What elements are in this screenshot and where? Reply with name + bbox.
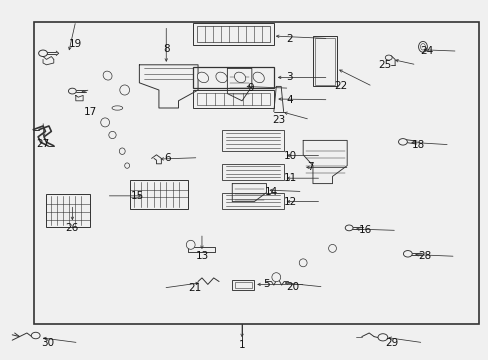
Text: 19: 19 <box>69 39 82 49</box>
Bar <box>222 164 283 180</box>
Bar <box>129 180 188 209</box>
Text: 23: 23 <box>271 114 285 125</box>
Text: 8: 8 <box>163 44 169 54</box>
Ellipse shape <box>271 273 280 282</box>
Bar <box>197 26 269 42</box>
Ellipse shape <box>234 72 245 83</box>
Bar <box>193 90 273 108</box>
Bar <box>34 22 478 324</box>
Circle shape <box>39 50 47 57</box>
Text: 20: 20 <box>285 282 298 292</box>
Text: 4: 4 <box>285 95 292 105</box>
Text: 29: 29 <box>385 338 398 348</box>
Bar <box>232 280 254 290</box>
Ellipse shape <box>103 71 112 80</box>
Bar <box>315 38 334 85</box>
Ellipse shape <box>112 106 122 110</box>
Text: 26: 26 <box>65 222 79 233</box>
Text: 10: 10 <box>283 150 296 161</box>
Bar <box>312 36 337 86</box>
Circle shape <box>385 55 391 60</box>
Circle shape <box>403 251 411 257</box>
Circle shape <box>345 225 352 231</box>
Text: 24: 24 <box>419 46 432 56</box>
Bar <box>46 194 90 227</box>
Ellipse shape <box>108 131 116 139</box>
Text: 13: 13 <box>195 251 208 261</box>
Text: 18: 18 <box>411 140 425 150</box>
Text: 9: 9 <box>246 83 253 93</box>
Text: 12: 12 <box>283 197 296 207</box>
Ellipse shape <box>299 259 306 267</box>
Text: 25: 25 <box>378 60 391 70</box>
Text: 22: 22 <box>334 81 347 91</box>
Ellipse shape <box>119 148 125 154</box>
Text: 5: 5 <box>263 279 269 289</box>
Text: 27: 27 <box>36 139 50 149</box>
Text: 3: 3 <box>285 72 292 82</box>
Text: 11: 11 <box>283 173 296 183</box>
Circle shape <box>31 332 40 339</box>
Ellipse shape <box>418 41 427 52</box>
Text: 14: 14 <box>264 186 278 197</box>
Circle shape <box>68 88 76 94</box>
Ellipse shape <box>252 72 264 83</box>
Text: 21: 21 <box>187 283 201 293</box>
Bar <box>222 130 283 151</box>
Ellipse shape <box>215 72 227 83</box>
Text: 28: 28 <box>417 251 430 261</box>
Bar <box>222 193 283 209</box>
Text: 15: 15 <box>131 191 144 201</box>
Circle shape <box>398 139 407 145</box>
Ellipse shape <box>197 72 208 83</box>
Ellipse shape <box>186 240 195 249</box>
Bar <box>196 93 270 105</box>
Text: 30: 30 <box>41 338 54 348</box>
Ellipse shape <box>101 118 109 127</box>
Bar <box>193 23 273 45</box>
Ellipse shape <box>120 85 129 95</box>
Bar <box>234 282 251 288</box>
Text: 1: 1 <box>238 339 245 350</box>
Text: 2: 2 <box>285 33 292 44</box>
Ellipse shape <box>124 163 129 168</box>
Circle shape <box>377 334 387 341</box>
Text: 6: 6 <box>163 153 170 163</box>
Text: 7: 7 <box>306 162 313 172</box>
Bar <box>193 67 273 88</box>
Text: 16: 16 <box>358 225 372 235</box>
Ellipse shape <box>420 44 425 50</box>
Ellipse shape <box>328 244 336 252</box>
Text: 17: 17 <box>83 107 97 117</box>
